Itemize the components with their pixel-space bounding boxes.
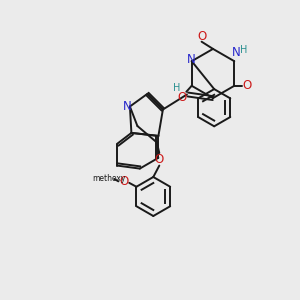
Text: N: N — [123, 100, 132, 113]
Text: O: O — [155, 152, 164, 166]
Text: methoxy: methoxy — [92, 175, 125, 184]
Text: N: N — [187, 53, 196, 66]
Text: O: O — [242, 79, 251, 92]
Text: N: N — [231, 46, 240, 59]
Text: H: H — [240, 45, 247, 55]
Text: H: H — [173, 83, 181, 93]
Text: O: O — [178, 91, 187, 104]
Text: O: O — [197, 30, 206, 43]
Text: O: O — [119, 175, 128, 188]
